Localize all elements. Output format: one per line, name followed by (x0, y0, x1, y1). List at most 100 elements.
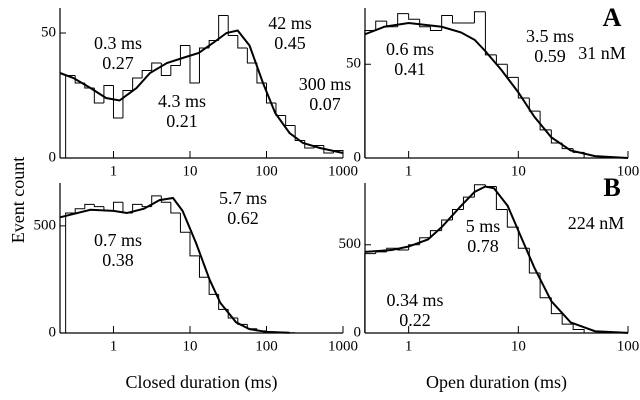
annotation-fraction: 0.22 (399, 310, 431, 330)
histogram-bin (246, 48, 257, 64)
annotation-fraction: 0.59 (534, 46, 566, 66)
histogram-bin (84, 203, 95, 209)
histogram-bin (112, 201, 123, 211)
annotation-fraction: 0.45 (274, 33, 306, 53)
annotation-fraction: 0.38 (102, 250, 134, 270)
histogram-bin (74, 208, 85, 213)
histogram-bin (473, 11, 486, 23)
annotation-fraction: 0.78 (467, 236, 499, 256)
histogram-bin (408, 13, 420, 20)
panel-label: A (603, 3, 622, 32)
x-tick-label: 100 (617, 338, 640, 354)
histogram-bin (572, 324, 585, 333)
histogram-bin (237, 318, 248, 325)
histogram-bin (506, 209, 519, 228)
fit-curve (364, 185, 629, 334)
histogram-bin (495, 186, 508, 210)
histogram-bin (218, 15, 229, 41)
histogram-bin (198, 47, 210, 83)
histogram-bin (375, 251, 387, 254)
y-tick-label: 0 (49, 324, 57, 340)
annotation-time: 0.6 ms (386, 39, 434, 59)
histogram-bin (539, 111, 552, 131)
histogram-bin (539, 273, 552, 299)
histogram-bin (561, 313, 574, 325)
histogram-bin (93, 88, 104, 104)
histogram-bin (528, 98, 541, 112)
histogram-bin (364, 30, 376, 158)
y-tick-label: 0 (49, 149, 57, 165)
histogram-bin (198, 255, 210, 278)
histogram-bin (65, 75, 76, 158)
fit-curve (59, 196, 290, 334)
histogram-bin (189, 45, 200, 84)
panel-label: B (603, 173, 620, 202)
x-axis-label: Open duration (ms) (426, 372, 567, 393)
histogram-bin (227, 15, 238, 36)
annotation-time: 42 ms (268, 13, 312, 33)
x-tick-label: 1 (405, 163, 413, 179)
x-tick-label: 1000 (328, 163, 358, 179)
histogram-bin (189, 232, 200, 257)
x-axis-label: Closed duration (ms) (126, 372, 278, 393)
histogram-bin (506, 64, 519, 78)
x-tick-label: 100 (617, 163, 640, 179)
x-tick-label: 100 (255, 338, 278, 354)
histogram-bin (275, 103, 286, 116)
histogram-bin (397, 13, 409, 27)
histogram-bin (364, 253, 376, 333)
histogram-bin (151, 62, 162, 71)
histogram-bin (170, 202, 181, 214)
y-tick-label: 50 (41, 24, 56, 40)
annotation-time: 4.3 ms (158, 91, 206, 111)
histogram-bin (179, 213, 190, 233)
histogram-bin (429, 26, 442, 31)
histogram-bin (484, 11, 497, 56)
x-tick-label: 10 (511, 338, 526, 354)
y-axis-label: Event count (8, 157, 28, 243)
fit-curve (59, 29, 344, 154)
histogram-bin (122, 90, 133, 118)
histogram-bin (112, 85, 123, 119)
annotation-time: 0.7 ms (94, 230, 142, 250)
histogram-bin (550, 297, 563, 315)
fit-curve (364, 21, 629, 159)
histogram-bin (141, 70, 152, 78)
annotation-fraction: 0.21 (166, 111, 198, 131)
histogram-bin (170, 65, 181, 76)
histogram-bin (451, 15, 464, 24)
y-tick-label: 50 (346, 56, 361, 72)
x-tick-label: 10 (511, 163, 526, 179)
histogram-bin (93, 204, 104, 208)
x-tick-label: 1000 (328, 338, 358, 354)
annotation-time: 5 ms (466, 216, 501, 236)
histogram-bin (160, 195, 171, 203)
histogram-bin (517, 77, 530, 99)
histogram-bin (65, 212, 76, 333)
concentration: 31 nM (578, 43, 626, 63)
x-tick-label: 10 (182, 338, 197, 354)
histogram-bin (285, 115, 296, 126)
annotation-fraction: 0.07 (309, 94, 341, 114)
histogram-bin (132, 203, 143, 213)
y-tick-label: 0 (354, 324, 362, 340)
histogram-bin (441, 15, 453, 31)
annotation-time: 0.34 ms (386, 290, 443, 310)
concentration: 224 nM (568, 213, 625, 233)
histogram-bin (237, 35, 248, 49)
histogram-bin (151, 195, 162, 207)
annotation-fraction: 0.62 (227, 208, 259, 228)
x-tick-label: 1 (405, 338, 413, 354)
annotation-fraction: 0.27 (102, 53, 134, 73)
y-tick-label: 500 (339, 236, 362, 252)
histogram-bin (294, 125, 305, 141)
y-tick-label: 0 (354, 149, 362, 165)
histogram-bin (103, 85, 114, 103)
x-tick-label: 1 (110, 338, 118, 354)
x-tick-label: 10 (182, 163, 197, 179)
annotation-time: 0.3 ms (94, 33, 142, 53)
annotation-time: 3.5 ms (526, 26, 574, 46)
x-tick-label: 1 (110, 163, 118, 179)
annotation-time: 5.7 ms (219, 188, 267, 208)
